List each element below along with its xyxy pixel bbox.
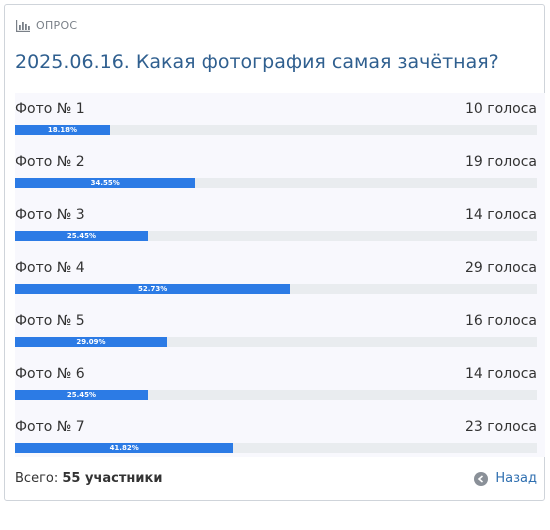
progress-fill: 25.45% xyxy=(15,390,148,400)
progress-track: 34.55% xyxy=(15,178,537,188)
progress-percent: 18.18% xyxy=(47,126,78,134)
poll-footer: Всего: 55 участники Назад xyxy=(15,469,537,491)
progress-track: 52.73% xyxy=(15,284,537,294)
option-label: Фото № 1 xyxy=(15,101,85,117)
poll-option: Фото № 6 14 голоса 25.45% xyxy=(15,358,537,402)
back-label: Назад xyxy=(495,471,537,486)
progress-track: 25.45% xyxy=(15,231,537,241)
progress-fill: 34.55% xyxy=(15,178,196,188)
option-votes: 19 голоса xyxy=(465,154,537,170)
option-label: Фото № 5 xyxy=(15,313,85,329)
progress-track: 29.09% xyxy=(15,337,537,347)
option-votes: 23 голоса xyxy=(465,419,537,435)
progress-fill: 29.09% xyxy=(15,337,167,347)
progress-fill: 52.73% xyxy=(15,284,291,294)
progress-percent: 41.82% xyxy=(109,444,139,452)
option-votes: 14 голоса xyxy=(465,207,537,223)
poll-option: Фото № 4 29 голоса 52.73% xyxy=(15,252,537,296)
option-votes: 14 голоса xyxy=(465,366,537,382)
progress-fill: 18.18% xyxy=(15,125,110,135)
poll-header: ОПРОС xyxy=(16,19,77,32)
option-votes: 16 голоса xyxy=(465,313,537,329)
progress-fill: 25.45% xyxy=(15,231,148,241)
progress-percent: 25.45% xyxy=(66,391,96,399)
arrow-left-circle-icon xyxy=(474,471,489,486)
total-value: 55 участники xyxy=(62,471,163,486)
poll-option: Фото № 1 10 голоса 18.18% xyxy=(15,93,537,137)
option-label: Фото № 2 xyxy=(15,154,85,170)
progress-track: 41.82% xyxy=(15,443,537,453)
poll-card: ОПРОС 2025.06.16. Какая фотография самая… xyxy=(4,4,545,501)
poll-title: 2025.06.16. Какая фотография самая зачёт… xyxy=(15,51,499,73)
progress-fill: 41.82% xyxy=(15,443,234,453)
progress-percent: 25.45% xyxy=(66,232,96,240)
poll-options: Фото № 1 10 голоса 18.18% Фото № 2 19 го… xyxy=(15,93,545,457)
progress-track: 18.18% xyxy=(15,125,537,135)
total-prefix: Всего: xyxy=(15,471,63,486)
poll-option: Фото № 5 16 голоса 29.09% xyxy=(15,305,537,349)
option-label: Фото № 4 xyxy=(15,260,85,276)
option-label: Фото № 7 xyxy=(15,419,85,435)
bar-chart-icon xyxy=(16,19,30,32)
back-link[interactable]: Назад xyxy=(474,471,537,486)
progress-percent: 52.73% xyxy=(138,285,168,293)
option-label: Фото № 6 xyxy=(15,366,85,382)
option-label: Фото № 3 xyxy=(15,207,85,223)
option-votes: 29 голоса xyxy=(465,260,537,276)
progress-percent: 34.55% xyxy=(90,179,120,187)
progress-track: 25.45% xyxy=(15,390,537,400)
total-participants: Всего: 55 участники xyxy=(15,471,162,486)
option-votes: 10 голоса xyxy=(465,101,537,117)
poll-option: Фото № 7 23 голоса 41.82% xyxy=(15,411,537,455)
poll-option: Фото № 3 14 голоса 25.45% xyxy=(15,199,537,243)
progress-percent: 29.09% xyxy=(76,338,106,346)
poll-option: Фото № 2 19 голоса 34.55% xyxy=(15,146,537,190)
poll-header-label: ОПРОС xyxy=(36,19,78,32)
